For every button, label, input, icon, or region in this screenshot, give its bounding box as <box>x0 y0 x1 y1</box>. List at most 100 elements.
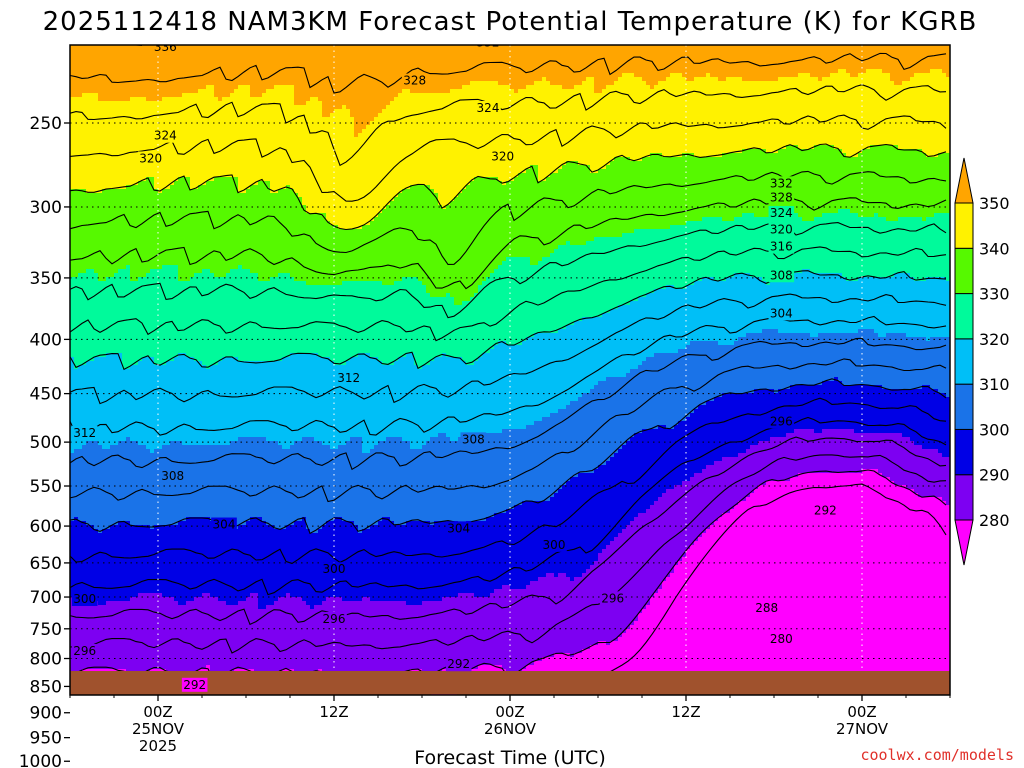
band-cell <box>618 449 747 454</box>
band-cell <box>70 105 323 110</box>
band-cell <box>70 289 427 294</box>
band-cell <box>402 89 411 94</box>
band-cell <box>70 525 95 530</box>
band-cell <box>346 441 363 446</box>
band-cell <box>362 445 375 450</box>
band-cell <box>386 205 443 210</box>
band-cell <box>606 461 715 466</box>
band-cell <box>846 69 867 74</box>
band-cell <box>498 81 535 86</box>
band-cell <box>70 305 619 310</box>
svg-text:332: 332 <box>770 176 793 190</box>
band-cell <box>70 593 139 598</box>
band-cell <box>630 157 643 162</box>
band-cell <box>866 69 883 74</box>
band-cell <box>494 589 659 594</box>
band-cell <box>250 517 263 522</box>
band-cell <box>482 353 655 358</box>
band-cell <box>402 277 419 282</box>
band-cell <box>358 525 371 530</box>
band-cell <box>658 589 950 594</box>
svg-text:750: 750 <box>30 620 62 640</box>
band-cell <box>578 397 715 402</box>
band-cell <box>930 385 950 390</box>
band-cell <box>678 561 950 566</box>
band-cell <box>162 265 179 270</box>
band-cell <box>850 73 859 78</box>
band-cell <box>802 217 815 222</box>
contour-296 <box>70 397 947 565</box>
band-cell <box>194 273 215 278</box>
svg-text:250: 250 <box>30 114 62 134</box>
contour-304 <box>70 358 947 503</box>
colorbar-swatch <box>954 202 974 249</box>
band-cell <box>698 537 950 542</box>
band-cell <box>926 217 950 222</box>
band-cell <box>330 113 351 118</box>
band-cell <box>694 77 719 82</box>
band-cell <box>714 277 727 282</box>
contour-320 <box>70 270 947 371</box>
y-axis: 250 300 350 400 450 500 550 600 650 700 750 800 850 9… <box>19 114 70 768</box>
contour-352 <box>70 52 947 94</box>
band-cell <box>314 437 351 442</box>
band-cell <box>250 593 259 598</box>
contour-324 <box>70 246 947 342</box>
band-cell <box>586 241 950 246</box>
band-cell <box>150 449 155 454</box>
band-cell <box>666 77 687 82</box>
band-cell <box>126 437 131 442</box>
band-cell <box>894 481 950 486</box>
band-cell <box>154 357 175 362</box>
band-cell <box>842 149 863 154</box>
band-cell <box>586 77 595 82</box>
band-cell <box>678 349 950 354</box>
band-cell <box>450 293 475 298</box>
svg-text:304: 304 <box>447 521 470 535</box>
band-cell <box>702 533 950 538</box>
band-cell <box>266 89 295 94</box>
band-cell <box>370 221 687 226</box>
contour-292 <box>70 416 947 596</box>
band-cell <box>266 437 303 442</box>
band-cell <box>638 617 950 622</box>
band-cell <box>574 85 595 90</box>
band-cell <box>454 197 950 202</box>
band-cell <box>458 193 950 198</box>
svg-text:12Z: 12Z <box>319 703 348 721</box>
band-cell <box>318 97 395 102</box>
band-cell <box>138 277 179 282</box>
band-cell <box>394 361 415 366</box>
band-cell <box>162 593 203 598</box>
band-cell <box>250 93 263 98</box>
band-cell <box>662 493 751 498</box>
band-cell <box>274 85 295 90</box>
band-cell <box>70 249 555 254</box>
contour-312 <box>70 315 947 437</box>
band-cell <box>498 265 950 270</box>
band-cell <box>778 277 847 282</box>
band-cell <box>294 89 403 94</box>
contour-316 <box>70 293 947 405</box>
band-cell <box>550 497 659 502</box>
band-cell <box>838 209 851 214</box>
band-cell <box>118 441 139 446</box>
colorbar-swatch <box>954 383 974 430</box>
band-cell <box>706 401 950 406</box>
band-cell <box>214 273 227 278</box>
band-cell <box>558 329 763 334</box>
band-cell <box>578 161 611 166</box>
band-cell <box>474 593 491 598</box>
band-cell <box>138 361 155 366</box>
band-cell <box>150 269 179 274</box>
band-cell <box>914 489 950 494</box>
band-cell <box>726 277 763 282</box>
band-cell <box>794 429 815 434</box>
band-cell <box>542 257 950 262</box>
band-cell <box>70 205 307 210</box>
band-cell <box>70 229 635 234</box>
band-cell <box>326 597 343 602</box>
colorbar-tick: 340 <box>979 239 1010 258</box>
y-tick: 300 <box>30 198 70 218</box>
